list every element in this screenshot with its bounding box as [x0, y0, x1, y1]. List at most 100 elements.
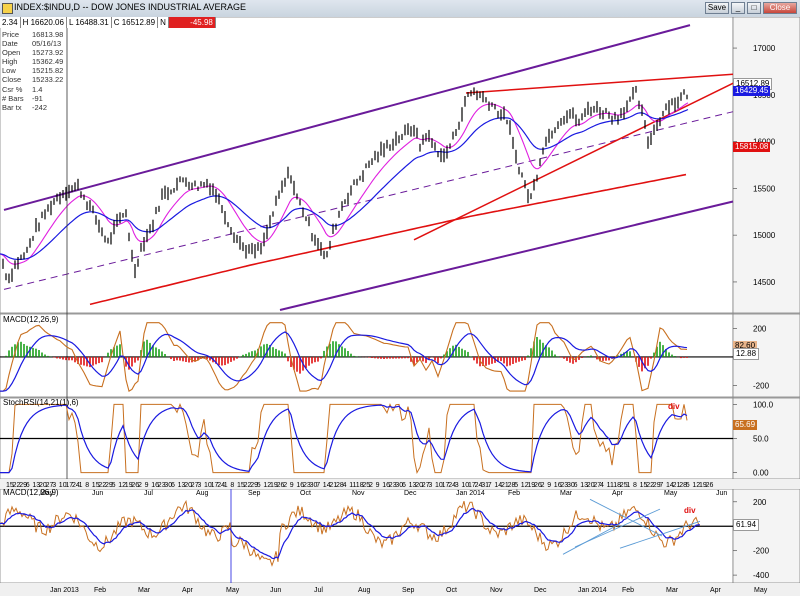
restore-button[interactable]: □ [747, 2, 761, 14]
x-month-label: Nov [352, 490, 365, 497]
x-month-label: Mar [560, 490, 573, 497]
x-tick-label: 25 [362, 482, 370, 489]
data-row: High 15362.49 [2, 57, 64, 67]
info-change: -45.98 [168, 17, 216, 28]
x-tick-label: 8 [633, 482, 637, 489]
x-tick-label: 27 [422, 482, 430, 489]
x-tick-label: 28 [679, 482, 687, 489]
x-tick-label: 1 [626, 482, 630, 489]
y-tick-label-2: 0.00 [753, 469, 769, 478]
y-tick-label-3: 200 [753, 498, 767, 507]
x-month-label: Feb [94, 587, 106, 594]
x-tick-label: 28 [336, 482, 344, 489]
x-month-label: Jun [716, 490, 727, 497]
panel-3-frame [0, 488, 734, 584]
x-tick-label: 9 [376, 482, 380, 489]
x-tick-label: 26 [706, 482, 714, 489]
minimize-button[interactable]: _ [731, 2, 745, 14]
x-tick-label: 30 [395, 482, 403, 489]
x-tick-label: 2 [541, 482, 545, 489]
macd-signal-line [0, 331, 688, 392]
x-tick-label: 5 [514, 482, 518, 489]
info-high: H 16620.06 [20, 17, 67, 28]
x-tick-label: 12 [118, 482, 126, 489]
x-tick-label: 22 [13, 482, 21, 489]
macd-line [0, 322, 688, 392]
x-tick-label: 29 [653, 482, 661, 489]
stochrsi-signal-line [0, 404, 688, 474]
x-tick-label: 21 [329, 482, 337, 489]
macd2-trend-line [574, 508, 661, 548]
macd2-trend-line [619, 520, 701, 549]
x-month-label: Oct [446, 587, 457, 594]
panel-0-axis-bg [732, 17, 800, 314]
x-month-label: Sep [402, 587, 415, 594]
x-tick-label: 12 [521, 482, 529, 489]
stochrsi-div-annotation: div [668, 402, 680, 411]
macd2-panel-title: MACD(12,26,9) [3, 488, 59, 497]
x-tick-label: 23 [560, 482, 568, 489]
long-moving-average [89, 173, 687, 306]
stochrsi-panel-title: StochRSI(14,21(1),6) [3, 398, 79, 407]
x-tick-label: 10 [461, 482, 469, 489]
x-tick-label: 22 [646, 482, 654, 489]
y-tick-label-2: 50.0 [753, 435, 769, 444]
x-tick-label: 11 [349, 482, 356, 489]
x-tick-label: 5 [112, 482, 116, 489]
x-tick-label: 20 [415, 482, 423, 489]
x-month-label: May [754, 587, 768, 594]
x-tick-label: 14 [323, 482, 331, 489]
data-row: Close 15233.22 [2, 75, 64, 85]
x-tick-label: 3 [52, 482, 56, 489]
x-tick-label: 26 [131, 482, 139, 489]
macd-histogram [0, 337, 688, 374]
x-month-label: Sep [248, 490, 261, 497]
x-tick-label: 18 [613, 482, 621, 489]
x-month-label: Feb [508, 490, 520, 497]
macd2-trend-line [589, 498, 663, 537]
stochrsi-line [0, 403, 688, 475]
close-button[interactable]: Close [763, 2, 797, 14]
lower-channel-line [279, 200, 734, 311]
x-month-label: Oct [300, 490, 311, 497]
x-tick-label: 15 [237, 482, 245, 489]
title-bar: INDEX:$INDU,D -- DOW JONES INDUSTRIAL AV… [0, 0, 800, 18]
x-tick-label: 2 [283, 482, 287, 489]
x-month-label: Apr [182, 587, 194, 594]
macd2-line [0, 499, 701, 567]
ema-slow-line [0, 108, 689, 260]
x-tick-label: 1 [224, 482, 228, 489]
price-tag-ema: 16429.45 [733, 86, 771, 96]
save-button[interactable]: Save [705, 2, 729, 14]
x-tick-label: 1 [79, 482, 83, 489]
x-tick-label: 11 [607, 482, 614, 489]
x-tick-label: 15 [640, 482, 648, 489]
x-tick-label: 15 [92, 482, 100, 489]
channel-lines [3, 24, 734, 311]
data-window: Price 16813.98 Date 05/16/13 Open 15273.… [2, 30, 64, 112]
y-tick-label-2: 100.0 [753, 400, 774, 409]
x-tick-label: 10 [204, 482, 212, 489]
x-tick-label: 26 [534, 482, 542, 489]
x-month-label: May [40, 490, 54, 497]
x-tick-label: 29 [105, 482, 113, 489]
chart-canvas[interactable]: 145001500015500160001650017000200-200100… [0, 17, 800, 596]
data-row: Price 16813.98 [2, 30, 64, 39]
x-tick-label: 13 [32, 482, 40, 489]
price-bars [2, 85, 688, 284]
info-low: L 16488.31 [66, 17, 112, 28]
x-tick-label: 28 [508, 482, 516, 489]
x-tick-label: 23 [389, 482, 397, 489]
x-tick-label: 19 [125, 482, 133, 489]
x-tick-label: 19 [270, 482, 278, 489]
x-tick-label: 4 [600, 482, 604, 489]
x-month-label: Mar [666, 587, 679, 594]
x-tick-label: 19 [527, 482, 535, 489]
support-trend-line [413, 80, 739, 241]
resistance-line [465, 73, 734, 94]
x-tick-label: 12 [692, 482, 700, 489]
x-tick-label: 23 [303, 482, 311, 489]
x-month-label: Dec [534, 587, 547, 594]
data-row: Low 15215.82 [2, 66, 64, 76]
